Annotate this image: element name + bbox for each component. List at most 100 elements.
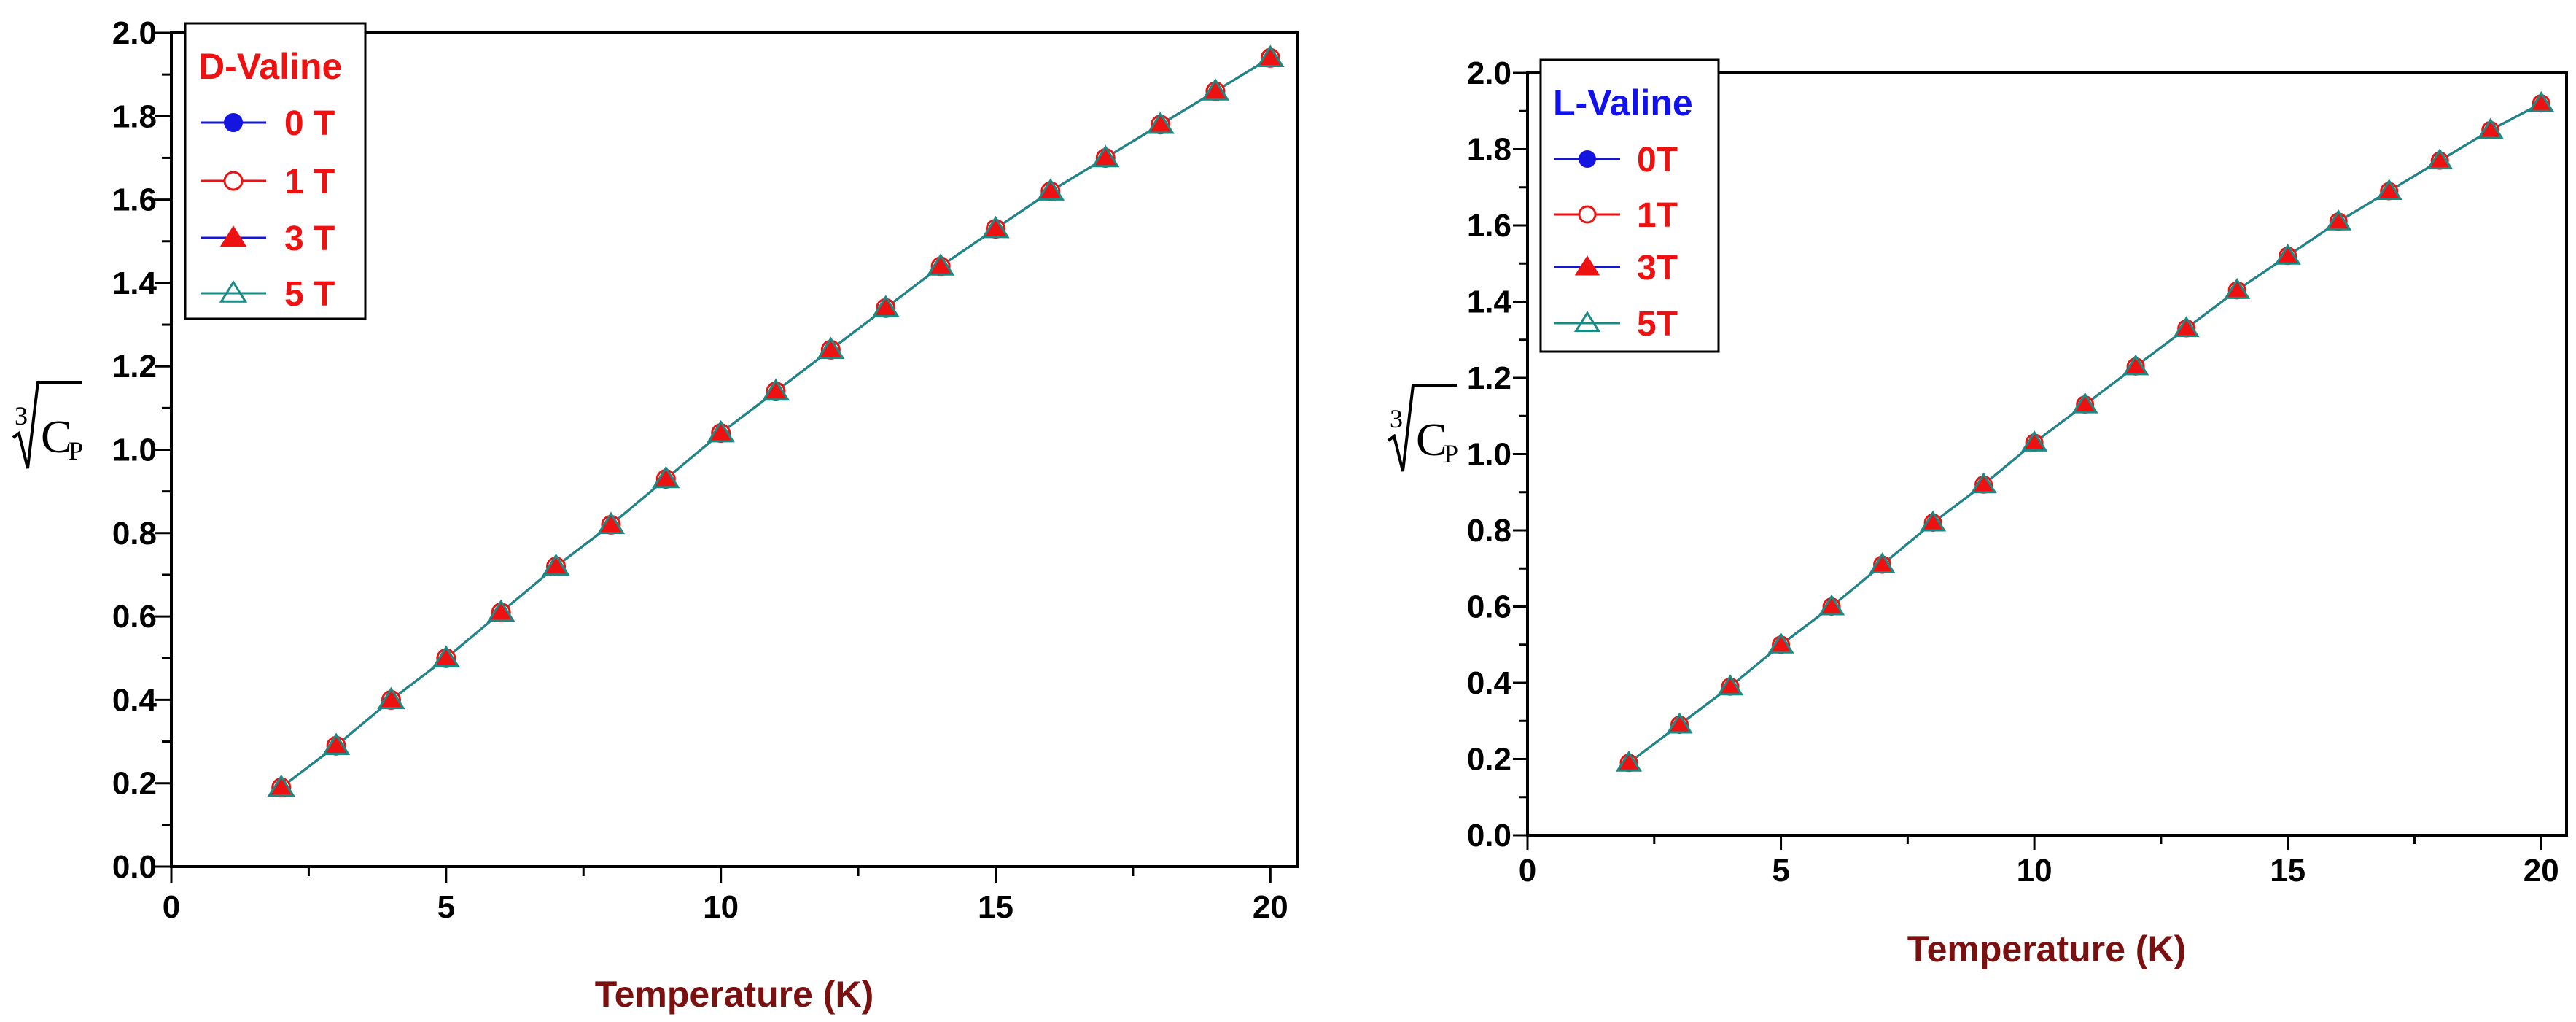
x-tick-label: 15 [978, 889, 1013, 925]
chart-d-valine: 0.0 0.2 0.4 0.6 0.8 1.0 1.2 1.4 1.6 1.8 2.0 0 5 10 15 2… [12, 15, 1299, 1015]
data-point-5t [1919, 510, 1947, 532]
legend-marker [1573, 311, 1601, 332]
y-tick-label: 0.0 [1467, 818, 1511, 853]
x-tick-label: 10 [2017, 853, 2052, 889]
legend-label: 5T [1637, 305, 1678, 344]
data-point-5t [322, 732, 351, 756]
series-line-3t [280, 57, 1272, 789]
y-axis-label: 3 C P [12, 381, 83, 469]
series-markers [1615, 90, 2555, 773]
legend-title: D-Valine [198, 46, 342, 87]
y-tick-label: 1.6 [1467, 208, 1511, 244]
legend-box [184, 22, 367, 320]
series-markers [267, 44, 1285, 797]
data-point-5t [2021, 430, 2048, 452]
x-axis-title: Temperature (K) [595, 974, 873, 1015]
data-point-5t [2122, 354, 2149, 376]
legend-label: 0 T [284, 104, 335, 143]
data-point-5t [1146, 111, 1175, 134]
y-tick-label: 0.4 [1467, 665, 1512, 701]
x-tick-label: 0 [1519, 853, 1536, 889]
y-tick-label: 1.2 [112, 349, 157, 384]
series-line-5t [1628, 102, 2542, 764]
y-tick-label: 0.2 [1467, 742, 1511, 778]
y-label-root-index: 3 [15, 401, 28, 430]
data-point-5t [981, 215, 1010, 239]
data-point-5t [1092, 144, 1120, 168]
legend-label: 5 T [284, 275, 335, 314]
data-point-5t [542, 553, 570, 576]
data-point-5t [2071, 392, 2098, 414]
x-axis-title: Temperature (K) [1907, 929, 2186, 969]
data-point-5t [486, 599, 515, 622]
y-tick-label: 0.6 [112, 599, 157, 635]
data-point-5t [2274, 243, 2301, 265]
legend-label: 1 T [284, 163, 335, 201]
y-tick-label: 0.0 [112, 849, 157, 885]
data-point-5t [871, 295, 900, 317]
data-point-5t [2224, 278, 2251, 299]
data-point-5t [707, 419, 735, 443]
legend-item: 0 T [201, 104, 335, 143]
series-line-5t [280, 57, 1272, 789]
y-tick-label: 1.6 [112, 182, 157, 218]
y-label-base: C [41, 411, 72, 462]
legend-items: 0 T 1 T 3 T 5 T [201, 104, 335, 314]
x-tick-label: 20 [2524, 853, 2559, 889]
data-point-5t [596, 511, 626, 535]
legend-item: 5 T [201, 275, 335, 314]
y-tick-label: 1.2 [1467, 360, 1511, 396]
y-tick-label: 2.0 [112, 15, 157, 51]
legend-item: 1 T [201, 163, 335, 201]
data-point-5t [2427, 148, 2454, 170]
data-point-5t [1970, 472, 1997, 494]
y-label-radical [12, 381, 82, 469]
data-point-5t [1666, 712, 1693, 734]
y-tick-label: 1.4 [112, 266, 157, 301]
axis-ticks: 0.0 0.2 0.4 0.6 0.8 1.0 1.2 1.4 1.6 1.8 2.0 0 5 10 15 2… [112, 15, 1288, 925]
legend-marker [224, 113, 243, 132]
series-lines [1628, 102, 2542, 764]
data-point-5t [377, 686, 405, 710]
y-tick-label: 0.8 [1467, 513, 1511, 549]
y-tick-label: 0.4 [112, 682, 157, 718]
legend-items: 0T 1T 3T 5T [1554, 141, 1678, 344]
data-point-5t [1201, 78, 1230, 101]
y-tick-label: 1.8 [1467, 132, 1511, 168]
y-axis-label: 3 C P [1387, 384, 1458, 472]
x-tick-label: 5 [1772, 853, 1789, 889]
data-point-5t [1716, 674, 1744, 696]
legend-item: 1T [1554, 196, 1678, 235]
legend-title: L-Valine [1553, 82, 1693, 123]
y-tick-label: 1.0 [1467, 437, 1511, 473]
y-tick-label: 0.8 [112, 516, 157, 551]
x-tick-label: 0 [163, 889, 180, 925]
y-tick-label: 2.0 [1467, 55, 1511, 91]
legend-label: 3 T [284, 220, 335, 258]
legend-marker [223, 171, 244, 191]
x-tick-label: 10 [703, 889, 739, 925]
chart-l-valine: 0.0 0.2 0.4 0.6 0.8 1.0 1.2 1.4 1.6 1.8 2.0 0 5 10 15 2… [1387, 55, 2568, 969]
data-point-5t [267, 774, 295, 797]
x-tick-label: 15 [2270, 853, 2305, 889]
axis-ticks: 0.0 0.2 0.4 0.6 0.8 1.0 1.2 1.4 1.6 1.8 2.0 0 5 10 15 2… [1467, 55, 2559, 889]
legend-label: 1T [1637, 196, 1678, 235]
y-label-subscript: P [1444, 439, 1458, 468]
data-point-5t [1615, 750, 1643, 772]
y-tick-label: 0.2 [112, 766, 157, 802]
y-tick-label: 1.0 [112, 433, 157, 468]
series-lines [280, 57, 1272, 789]
series-line-0t [1628, 102, 2542, 764]
y-label-base: C [1416, 414, 1447, 465]
data-point-5t [1818, 594, 1845, 616]
data-point-5t [2325, 209, 2352, 231]
data-point-5t [432, 645, 461, 667]
x-tick-label: 5 [437, 889, 455, 925]
y-tick-label: 0.6 [1467, 589, 1511, 625]
legend-marker [219, 225, 247, 247]
y-label-root-index: 3 [1390, 404, 1403, 433]
legend-label: 3T [1637, 249, 1678, 287]
data-point-5t [926, 253, 955, 276]
data-point-5t [1869, 552, 1896, 574]
